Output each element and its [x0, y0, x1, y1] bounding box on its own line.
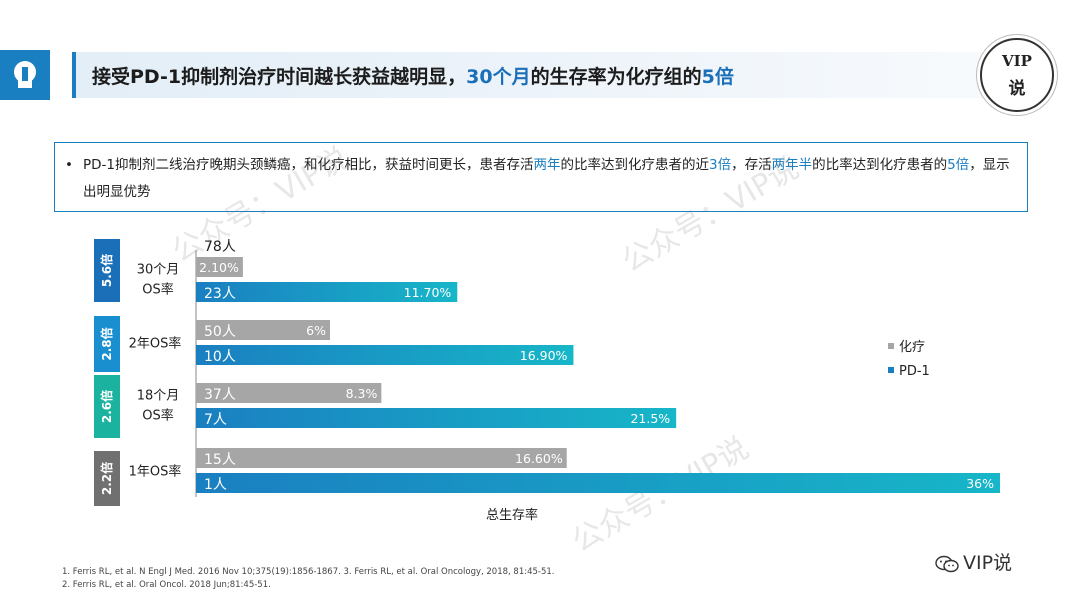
legend-swatch-pd1 — [888, 367, 894, 373]
description-bullet: • — [65, 157, 73, 173]
title-bar: 接受PD-1抑制剂治疗时间越长获益越明显，30个月的生存率为化疗组的5倍 — [72, 52, 982, 98]
group-label: 2年OS率 — [129, 336, 182, 352]
legend-label-pd1: PD-1 — [899, 364, 930, 379]
group-badge-label: 2.8倍 — [99, 327, 114, 360]
top-count-label: 78人 — [204, 239, 236, 255]
group-badge — [94, 375, 120, 438]
chemo-bar — [196, 320, 330, 340]
legend-label-chemo: 化疗 — [899, 340, 925, 355]
description-highlight: 两年半 — [771, 157, 813, 173]
pd1-bar — [196, 282, 458, 302]
chemo-value-label: 6% — [306, 323, 326, 338]
title-part2: 30个月 — [466, 66, 531, 88]
pd1-value-label: 21.5% — [630, 411, 670, 426]
pd1-count-label: 10人 — [204, 349, 236, 365]
title-part3: 的生存率为化疗组的 — [530, 66, 702, 88]
pd1-bar — [196, 473, 1000, 493]
group-badge — [94, 451, 120, 506]
brand-logo — [0, 50, 50, 100]
group-badge-label: 2.6倍 — [99, 390, 114, 423]
pd1-count-label: 1人 — [204, 477, 227, 493]
group-badge-label: 5.6倍 — [99, 254, 114, 287]
group-label: 30个月 — [137, 263, 180, 278]
description-segment: PD-1抑制剂二线治疗晚期头颈鳞癌，和化疗相比，获益时间更长，患者存活 — [83, 157, 534, 173]
reference-2: 2. Ferris RL, et al. Oral Oncol. 2018 Ju… — [62, 580, 271, 590]
description-box: • PD-1抑制剂二线治疗晚期头颈鳞癌，和化疗相比，获益时间更长，患者存活两年的… — [54, 142, 1028, 212]
wechat-name: VIP说 — [963, 552, 1013, 574]
chemo-value-label: 8.3% — [346, 386, 378, 401]
pd1-count-label: 23人 — [204, 286, 236, 302]
description-segment: 的比率达到化疗患者的近 — [560, 157, 710, 173]
pd1-bar — [196, 345, 574, 365]
title-part4: 5倍 — [701, 66, 734, 88]
description-segment: 的比率达到化疗患者的 — [812, 157, 948, 173]
pd1-value-label: 16.90% — [520, 348, 568, 363]
vip-badge-line2: 说 — [1008, 79, 1026, 99]
group-label: OS率 — [142, 282, 174, 298]
reference-3: 3. Ferris RL, et al. Oral Oncology, 2018… — [343, 567, 555, 577]
head-icon — [14, 61, 36, 88]
description-segment: ，显示出明显优势 — [83, 157, 1010, 200]
group-badge — [94, 239, 120, 302]
pd1-value-label: 36% — [966, 476, 994, 491]
pd1-bar — [196, 408, 677, 428]
pd1-value-label: 11.70% — [404, 285, 452, 300]
description-highlight: 两年 — [533, 157, 561, 173]
description-segment: ，存活 — [731, 157, 772, 173]
chemo-value-label: 2.10% — [199, 260, 239, 275]
group-label: 1年OS率 — [129, 464, 182, 480]
chemo-bar — [196, 448, 567, 468]
group-badge — [94, 316, 120, 372]
group-badge-label: 2.2倍 — [99, 462, 114, 495]
chemo-count-label: 15人 — [204, 452, 236, 468]
pd1-count-label: 7人 — [204, 412, 227, 428]
chemo-bar — [196, 383, 382, 403]
title-part1: 接受PD-1抑制剂治疗时间越长获益越明显， — [92, 66, 467, 88]
description-highlight: 3倍 — [709, 157, 732, 173]
x-axis-label: 总生存率 — [486, 507, 538, 523]
chemo-count-label: 50人 — [204, 324, 236, 340]
chemo-value-label: 16.60% — [515, 451, 563, 466]
page-title: 接受PD-1抑制剂治疗时间越长获益越明显，30个月的生存率为化疗组的5倍 — [92, 62, 734, 89]
group-label: OS率 — [142, 408, 174, 424]
wechat-footer: VIP说 — [935, 548, 1012, 575]
description-highlight: 5倍 — [947, 157, 970, 173]
chemo-count-label: 37人 — [204, 387, 236, 403]
wechat-icon — [935, 555, 959, 572]
reference-line-1: 1. Ferris RL, et al. N Engl J Med. 2016 … — [62, 567, 555, 577]
legend-swatch-chemo — [888, 343, 894, 349]
chemo-bar — [196, 257, 243, 277]
reference-1: 1. Ferris RL, et al. N Engl J Med. 2016 … — [62, 567, 341, 577]
group-label: 18个月 — [137, 389, 180, 404]
description-text: PD-1抑制剂二线治疗晚期头颈鳞癌，和化疗相比，获益时间更长，患者存活两年的比率… — [83, 152, 1019, 206]
vip-badge: VIP 说 — [980, 38, 1054, 112]
vip-badge-line1: VIP — [1002, 52, 1032, 70]
